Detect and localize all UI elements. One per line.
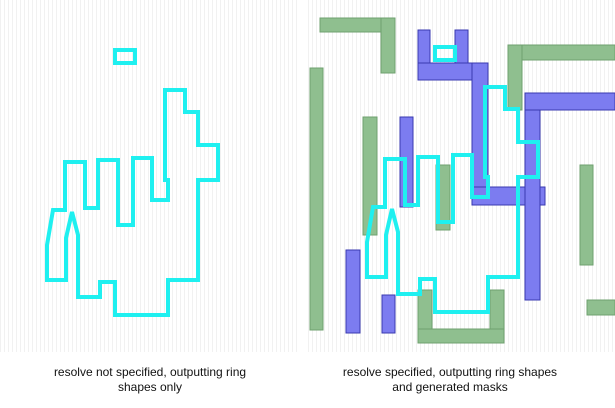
blue-masks	[345, 29, 615, 334]
caption-line: and generated masks	[392, 380, 507, 394]
caption-line: resolve not specified, outputting ring	[54, 365, 246, 379]
caption-line: shapes only	[118, 380, 182, 394]
right-panel: resolve specified, outputting ring shape…	[308, 0, 615, 394]
caption-line: resolve specified, outputting ring shape…	[343, 365, 557, 379]
left-panel: resolve not specified, outputting ring s…	[0, 0, 300, 394]
